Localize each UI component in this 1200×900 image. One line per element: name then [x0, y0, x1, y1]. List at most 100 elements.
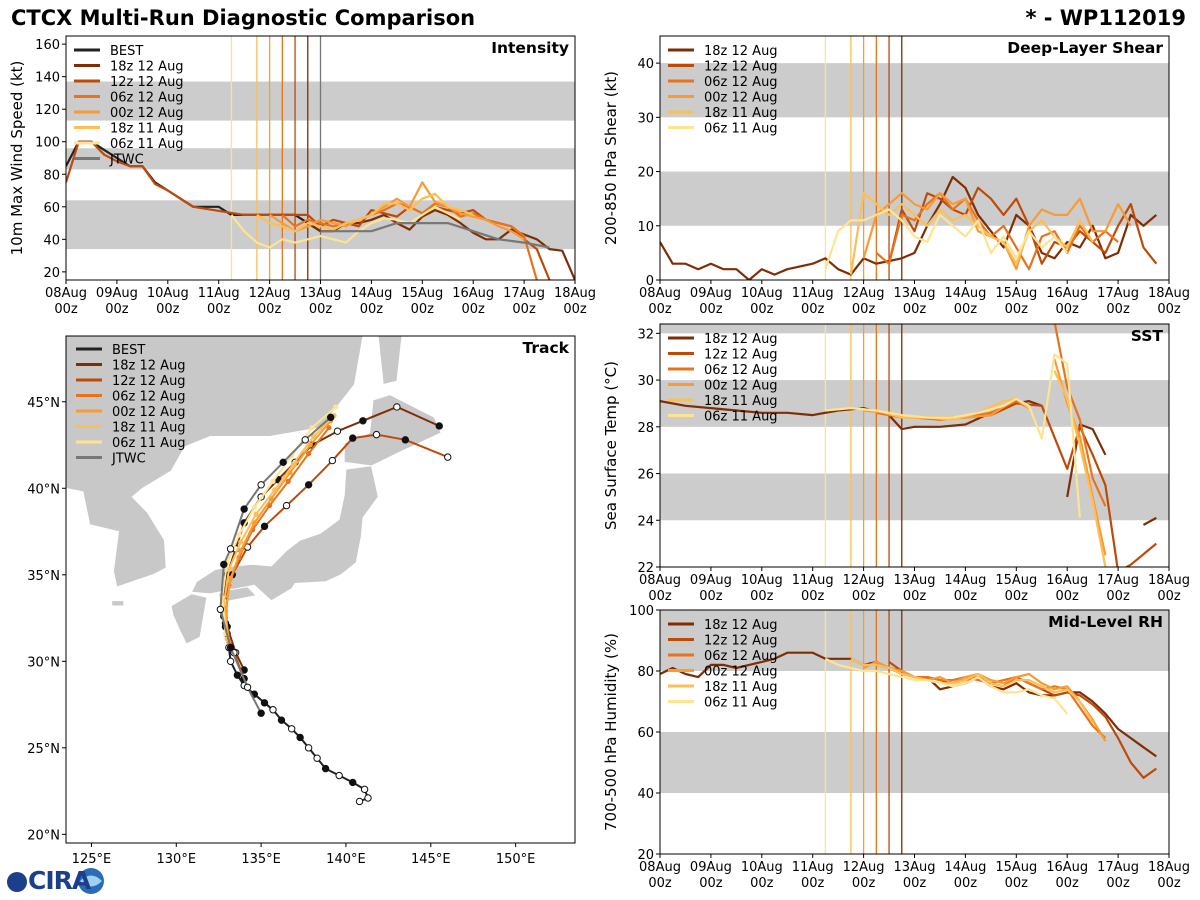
y-tick-label: 40: [43, 233, 60, 248]
x-tick-label: 00z: [648, 302, 672, 317]
x-tick-label: 00z: [563, 302, 587, 317]
x-tick-label: 13Aug: [894, 286, 936, 301]
jeju: [111, 600, 125, 607]
legend-label: 00z 12 Aug: [704, 379, 778, 394]
series-line: [320, 222, 550, 249]
x-tick-label: 13Aug: [894, 860, 936, 875]
plot-area: [660, 36, 1169, 280]
x-tick-label: 00z: [699, 876, 723, 891]
track-point: [306, 451, 312, 457]
series-line: [1066, 423, 1107, 498]
legend-label: 06z 11 Aug: [704, 410, 778, 425]
track-point: [360, 785, 369, 794]
x-tick-label: 00z: [1005, 876, 1029, 891]
y-tick-label: 60: [43, 201, 60, 216]
honshu: [190, 465, 379, 602]
legend-label: 12z 12 Aug: [704, 60, 778, 75]
legend-label: 12z 12 Aug: [704, 348, 778, 363]
track-point: [269, 706, 277, 714]
track-point: [321, 764, 330, 773]
logo-text: CIRA: [28, 866, 91, 895]
x-tick-label: 00z: [954, 876, 978, 891]
x-tick-label: 18Aug: [1148, 286, 1190, 301]
x-tick-label: 00z: [1106, 302, 1130, 317]
figure-title: CTCX Multi-Run Diagnostic Comparison: [11, 6, 475, 30]
x-tick-label: 00z: [750, 302, 774, 317]
track-point: [359, 417, 367, 425]
track-point: [282, 501, 291, 510]
track-point: [270, 478, 276, 484]
track-point: [226, 567, 232, 573]
x-tick-label: 16Aug: [1046, 573, 1088, 588]
storm-id: * - WP112019: [1025, 6, 1186, 30]
series-line: [824, 657, 1069, 715]
x-tick-label: 12Aug: [843, 860, 885, 875]
legend-label: 18z 12 Aug: [704, 44, 778, 59]
track-point: [435, 422, 443, 430]
y-tick-label: 140: [35, 71, 60, 86]
x-tick-label: 00z: [903, 302, 927, 317]
shaded-band: [660, 732, 1169, 793]
y-tick-label: 40: [637, 787, 654, 802]
series-line: [824, 208, 1069, 270]
track-point: [236, 532, 242, 538]
panel-title: SST: [1131, 327, 1164, 345]
track-point: [326, 413, 335, 422]
legend-label: 06z 12 Aug: [704, 363, 778, 378]
track-point: [260, 522, 269, 531]
y-tick-label: 32: [637, 327, 654, 342]
x-tick-label: 00z: [903, 876, 927, 891]
legend-label: 06z 11 Aug: [112, 436, 186, 451]
x-tick-label: 08Aug: [639, 573, 681, 588]
y-axis-label: 700-500 hPa Humidity (%): [602, 633, 620, 831]
legend-label: 18z 11 Aug: [704, 106, 778, 121]
track-point: [355, 797, 364, 806]
track-point: [401, 436, 410, 444]
logo-globe-icon: [7, 872, 27, 892]
track-point: [364, 794, 372, 802]
series-line: [1142, 516, 1157, 526]
track-point: [257, 709, 265, 717]
track-point: [216, 605, 225, 614]
x-tick-label: 00z: [954, 589, 978, 604]
track-point: [444, 453, 452, 461]
x-tick-label: 12Aug: [843, 573, 885, 588]
track-point: [313, 754, 321, 762]
x-tick-label: 11Aug: [792, 286, 834, 301]
lon-tick-label: 145°E: [411, 852, 451, 867]
x-tick-label: 10Aug: [147, 286, 189, 301]
sst-panel: 22242628303208Aug00z09Aug00z10Aug00z11Au…: [602, 323, 1190, 604]
lat-tick-label: 30°N: [27, 655, 60, 670]
x-tick-label: 00z: [648, 876, 672, 891]
track-point: [226, 657, 235, 666]
x-tick-label: 17Aug: [1097, 860, 1139, 875]
legend-label: 12z 12 Aug: [110, 75, 184, 90]
y-tick-label: 28: [637, 421, 654, 436]
x-tick-label: 00z: [309, 302, 333, 317]
x-tick-label: 11Aug: [792, 573, 834, 588]
x-tick-label: 16Aug: [1046, 860, 1088, 875]
x-tick-label: 10Aug: [741, 573, 783, 588]
y-axis-label: 200-850 hPa Shear (kt): [602, 71, 620, 245]
track-point: [277, 716, 286, 724]
x-tick-label: 16Aug: [452, 286, 494, 301]
track-point: [279, 458, 287, 467]
shaded-band: [660, 473, 1169, 521]
x-tick-label: 13Aug: [300, 286, 342, 301]
x-tick-label: 11Aug: [198, 286, 240, 301]
x-tick-label: 00z: [699, 589, 723, 604]
map-frame: [65, 335, 576, 844]
y-tick-label: 100: [629, 604, 654, 619]
track-point: [243, 683, 252, 691]
legend-label: BEST: [110, 44, 143, 59]
x-tick-label: 09Aug: [690, 860, 732, 875]
mainland-asia: [66, 336, 364, 588]
x-tick-label: 00z: [1056, 589, 1080, 604]
lon-tick-label: 125°E: [72, 852, 112, 867]
y-axis-label: 10m Max Wind Speed (kt): [8, 61, 26, 256]
legend-label: 06z 12 Aug: [704, 75, 778, 90]
track-point: [260, 699, 269, 707]
legend-label: 18z 11 Aug: [112, 421, 186, 436]
track-point: [238, 539, 244, 545]
y-tick-label: 60: [637, 726, 654, 741]
